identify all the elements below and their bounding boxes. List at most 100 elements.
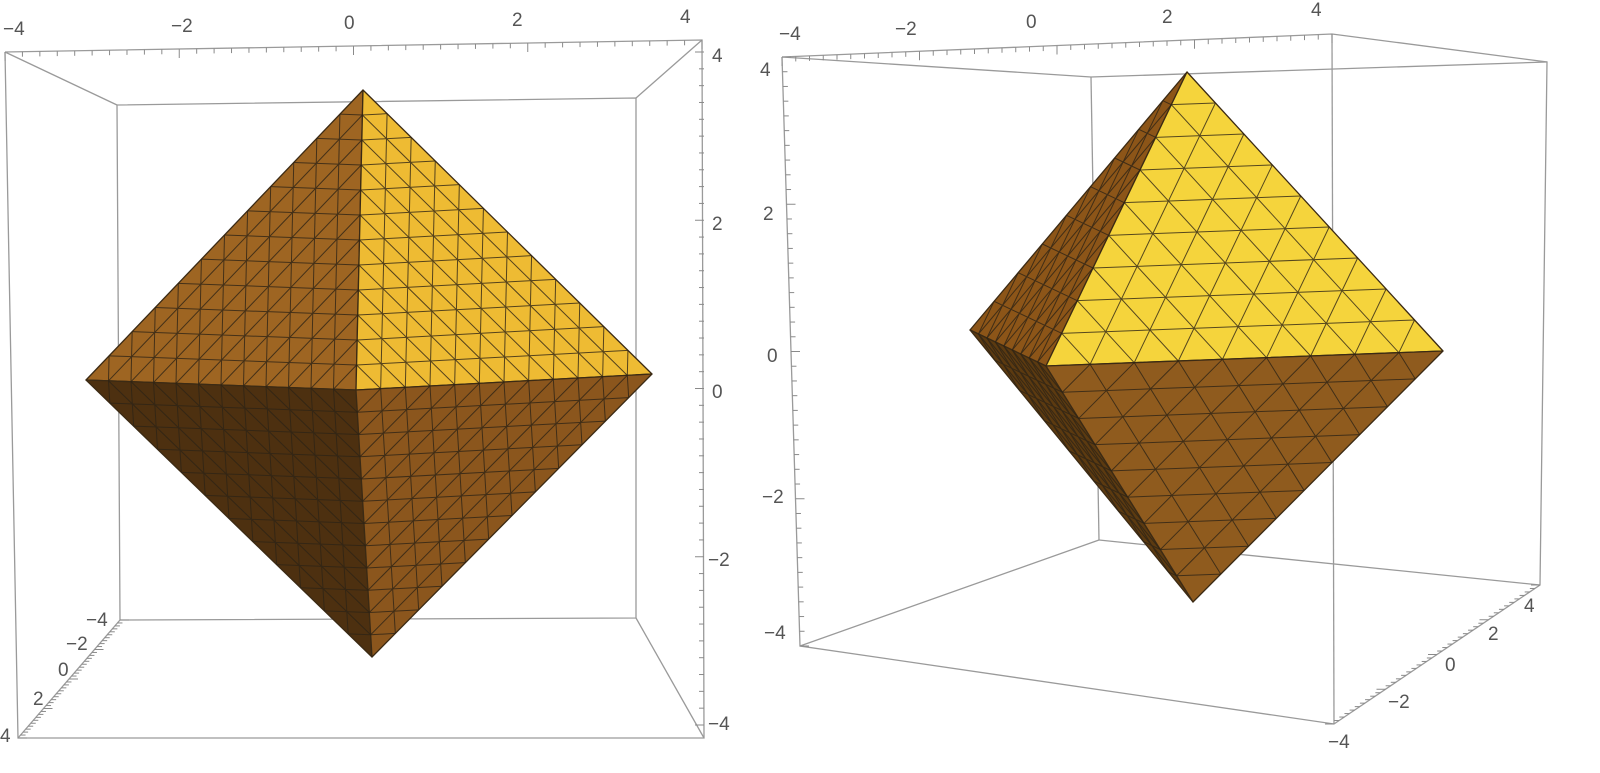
mesh-line [1159,353,1356,550]
mesh-line [348,633,371,636]
mesh-line [1037,361,1063,393]
left-x-axis: −4 −2 0 2 4 [3,7,703,61]
mesh-line [293,162,362,166]
right-y-tick-label: 4 [1524,596,1535,617]
right-x-axis: −4 −2 0 2 4 [779,0,1333,66]
mesh-line [153,164,362,383]
mesh-line [1143,517,1277,524]
right-x-tick-label: 0 [1026,12,1037,33]
mesh-line [1133,362,1249,547]
mesh-line [1066,214,1109,236]
mesh-line [108,114,363,382]
mesh-line [333,114,341,390]
mesh-line [994,243,1043,343]
left-x-tick-label: 4 [680,7,691,28]
mesh-line [300,587,369,591]
mesh-line [370,632,396,636]
mesh-line [310,388,325,611]
mesh-line [454,184,460,385]
mesh-line [404,387,420,610]
right-x-tick-label: 2 [1162,7,1173,28]
mesh-line [288,162,295,388]
left-y-axis: −4 −2 0 2 4 [0,610,129,747]
left-y-tick-label: 4 [0,726,11,747]
mesh-line [1118,510,1145,524]
mesh-line [310,138,318,389]
right-z-tick-label: −2 [762,487,784,508]
left-octahedron [85,89,653,658]
left-y-tick-label: −4 [86,610,108,631]
mesh-line [356,364,382,390]
mesh-line [1176,352,1400,577]
mesh-line [1019,389,1079,419]
mesh-line [333,364,357,390]
mesh-line [1162,100,1172,106]
mesh-line [1310,355,1361,435]
mesh-line [1139,164,1273,171]
mesh-line [357,326,604,341]
mesh-line [243,264,360,387]
mesh-line [1077,288,1387,302]
mesh-line [1061,363,1091,393]
left-z-tick-label: −2 [708,550,730,571]
mesh-line [132,331,358,341]
mesh-line [201,258,359,266]
mesh-line [1020,267,1094,355]
mesh-line [1003,345,1129,498]
mesh-line [1028,357,1144,542]
mesh-line [1092,267,1179,362]
left-x-tick-label: −2 [171,16,193,37]
right-x-tick-label: 4 [1311,0,1322,21]
mesh-line [362,382,480,502]
mesh-line [243,385,254,542]
mesh-line [108,380,111,404]
mesh-line [528,380,536,492]
mesh-line [155,307,358,316]
mesh-line [1037,100,1164,363]
mesh-line [1111,462,1332,472]
mesh-line [362,114,628,376]
mesh-line [978,333,1178,577]
mesh-line [370,374,628,636]
mesh-line [247,210,361,216]
mesh-line [1068,450,1112,472]
mesh-line [157,448,361,458]
mesh-line [368,376,604,613]
mesh-line [404,137,412,388]
right-x-tick-label: −4 [779,24,801,45]
mesh-line [361,160,436,166]
right-y-axis: −4 −2 0 2 4 [1325,584,1540,753]
mesh-line [243,210,249,386]
mesh-line [1003,202,1125,347]
left-y-tick-label: −2 [66,634,88,655]
mesh-line [360,207,484,216]
mesh-line [478,208,484,384]
mesh-line [977,301,995,335]
mesh-line [130,139,363,383]
mesh-line [1011,186,1092,351]
mesh-line [626,375,630,398]
mesh-line [357,302,580,316]
left-z-tick-label: 4 [712,46,723,67]
left-face-upper-right [355,89,653,391]
mesh-line [358,420,606,435]
mesh-line [358,255,532,266]
right-octahedron [969,71,1444,603]
left-y-tick-label: 2 [33,689,44,710]
mesh-line [367,585,443,591]
mesh-line [994,341,1045,421]
mesh-line [1114,157,1141,171]
mesh-line [478,383,490,540]
left-mesh [108,113,630,636]
mesh-line [153,382,158,450]
left-y-tick-label: 0 [58,660,69,681]
mesh-line [1020,353,1096,445]
mesh-line [364,380,530,547]
mesh-line [1176,573,1221,577]
mesh-line [288,387,301,588]
mesh-line [577,377,583,445]
mesh-line [109,355,357,366]
mesh-line [198,384,206,496]
mesh-line [1094,360,1179,446]
